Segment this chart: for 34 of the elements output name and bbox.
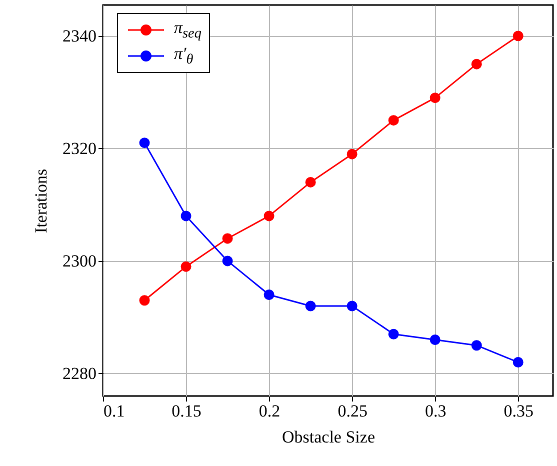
x-tick-label: 0.2 [258,402,280,420]
point [388,115,399,126]
point [139,295,150,306]
point [388,328,399,340]
point [471,58,482,70]
x-tick-label: 0.3 [424,402,446,420]
point [430,334,440,345]
point [139,138,150,148]
point [430,92,440,104]
point [346,148,358,160]
y-tick-label: 2320 [62,138,96,158]
point [305,176,316,188]
point [305,300,316,312]
legend-label: π$_{seq}$ [174,18,202,42]
y-tick-label: 2340 [62,26,96,46]
point [222,233,233,244]
point [180,261,192,272]
y-axis-title: Iterations [32,168,50,234]
y-tick-label: 2280 [62,364,96,383]
point [180,210,192,222]
point [264,290,274,300]
point [222,256,233,266]
point [264,210,274,222]
point [346,300,358,312]
x-tick-label: 0.25 [338,402,368,420]
point [512,357,524,368]
point [512,30,524,42]
x-axis-title: Obstacle Size [282,428,375,446]
x-tick-label: 0.1 [104,402,125,420]
point [471,340,482,351]
x-tick-label: 0.15 [172,402,202,420]
legend-label: π′$_{θ}$ [174,44,194,68]
x-tick-label: 0.35 [504,402,534,420]
y-tick-label: 2300 [62,251,96,270]
